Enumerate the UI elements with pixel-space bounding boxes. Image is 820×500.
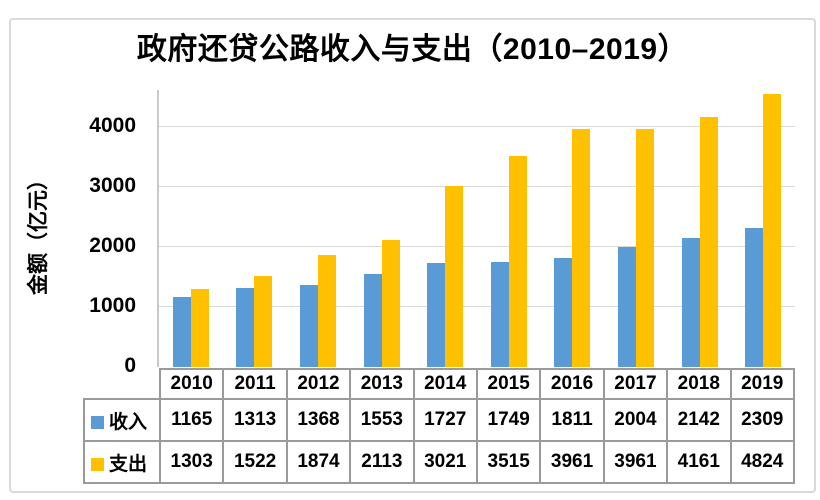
gridline-3000 [159, 186, 795, 187]
year-header-cell-2011: 2011 [222, 368, 288, 400]
bar-group-2016 [541, 90, 605, 367]
bar-group-2015 [477, 90, 541, 367]
bar-income-2017 [617, 247, 636, 367]
bar-income-2018 [681, 238, 700, 367]
gridline-4000 [159, 126, 795, 127]
bar-income-2010 [172, 297, 191, 367]
bar-group-2012 [286, 90, 350, 367]
value-cell-income-2010: 1165 [158, 398, 225, 442]
bar-income-2013 [363, 274, 382, 367]
bar-expense-2016 [572, 129, 591, 367]
value-cell-income-2017: 2004 [602, 398, 669, 442]
bar-income-2012 [299, 285, 318, 367]
value-cell-expense-2010: 1303 [158, 440, 225, 484]
value-cell-expense-2013: 2113 [349, 440, 415, 484]
bar-expense-2012 [317, 255, 336, 367]
chart-card: 政府还贷公路收入与支出（2010–2019） 金额（亿元） 0 1000 2000 3… [9, 18, 816, 493]
y-tick-label-0: 0 [124, 354, 136, 377]
legend-label-expense: 支出 [109, 453, 148, 475]
value-cell-income-2012: 1368 [285, 398, 352, 442]
chart-title: 政府还贷公路收入与支出（2010–2019） [136, 33, 689, 66]
bar-group-2018 [668, 90, 732, 367]
value-cell-income-2018: 2142 [666, 398, 732, 442]
value-cell-expense-2011: 1522 [222, 440, 288, 484]
bar-expense-2014 [445, 186, 464, 367]
value-cell-expense-2015: 3515 [475, 440, 542, 484]
year-header-cell-2010: 2010 [158, 368, 225, 400]
bar-group-2019 [731, 90, 795, 367]
table-corner-spacer [84, 369, 160, 399]
bar-expense-2019 [763, 94, 782, 367]
bar-expense-2018 [699, 117, 718, 367]
bar-expense-2010 [190, 289, 209, 367]
value-cell-expense-2014: 3021 [412, 440, 478, 484]
legend-cell-income: 收入 [83, 398, 161, 442]
y-tick-label-1000: 1000 [89, 294, 136, 317]
bar-income-2011 [236, 288, 255, 367]
bar-expense-2015 [508, 156, 527, 367]
bar-series-container [159, 90, 795, 367]
y-tick-label-4000: 4000 [89, 114, 136, 137]
value-cell-income-2015: 1749 [475, 398, 542, 442]
value-cell-income-2011: 1313 [222, 398, 288, 442]
bar-group-2014 [413, 90, 477, 367]
year-header-cell-2019: 2019 [729, 368, 795, 400]
bar-group-2017 [604, 90, 668, 367]
legend-cell-expense: 支出 [83, 440, 161, 484]
bar-group-2013 [350, 90, 414, 367]
y-axis-label: 金额（亿元） [27, 169, 50, 295]
value-cell-income-2013: 1553 [349, 398, 415, 442]
value-cell-expense-2016: 3961 [539, 440, 605, 484]
bar-expense-2011 [254, 276, 273, 367]
series-row-expense: 支出 1303 1522 1874 2113 3021 3515 3961 3961 4161 48… [83, 440, 795, 484]
value-cell-income-2019: 2309 [729, 398, 795, 442]
legend-square-icon-income [91, 415, 104, 429]
year-header-cell-2016: 2016 [539, 368, 605, 400]
year-header-cell-2014: 2014 [412, 368, 478, 400]
gridline-2000 [159, 246, 795, 247]
value-cell-expense-2017: 3961 [602, 440, 669, 484]
series-row-income: 收入 1165 1313 1368 1553 1727 1749 1811 2004 2142 23… [83, 398, 795, 442]
bar-income-2016 [554, 258, 573, 367]
bar-group-2011 [223, 90, 287, 367]
value-cell-expense-2018: 4161 [666, 440, 732, 484]
year-header-cell-2012: 2012 [285, 368, 352, 400]
legend-label-income: 收入 [109, 411, 148, 433]
bar-group-2010 [159, 90, 223, 367]
y-tick-label-2000: 2000 [89, 234, 136, 257]
plot-area [157, 90, 795, 367]
value-cell-expense-2012: 1874 [285, 440, 352, 484]
year-header-row: 2010 2011 2012 2013 2014 2015 2016 2017 2018 2019 [84, 368, 795, 400]
bar-income-2015 [490, 262, 509, 367]
gridline-1000 [159, 306, 795, 307]
value-cell-income-2014: 1727 [412, 398, 478, 442]
year-header-cell-2017: 2017 [602, 368, 669, 400]
value-cell-expense-2019: 4824 [729, 440, 795, 484]
data-table: 2010 2011 2012 2013 2014 2015 2016 2017 2018 2019… [83, 368, 795, 484]
bar-expense-2017 [635, 129, 654, 367]
year-header-cell-2015: 2015 [475, 368, 542, 400]
bar-expense-2013 [381, 240, 400, 367]
year-header-cell-2018: 2018 [666, 368, 732, 400]
y-tick-label-3000: 3000 [89, 174, 136, 197]
value-cell-income-2016: 1811 [539, 398, 605, 442]
bar-income-2019 [745, 228, 764, 367]
legend-square-icon-expense [91, 457, 104, 471]
year-header-cell-2013: 2013 [349, 368, 415, 400]
bar-income-2014 [427, 263, 446, 367]
